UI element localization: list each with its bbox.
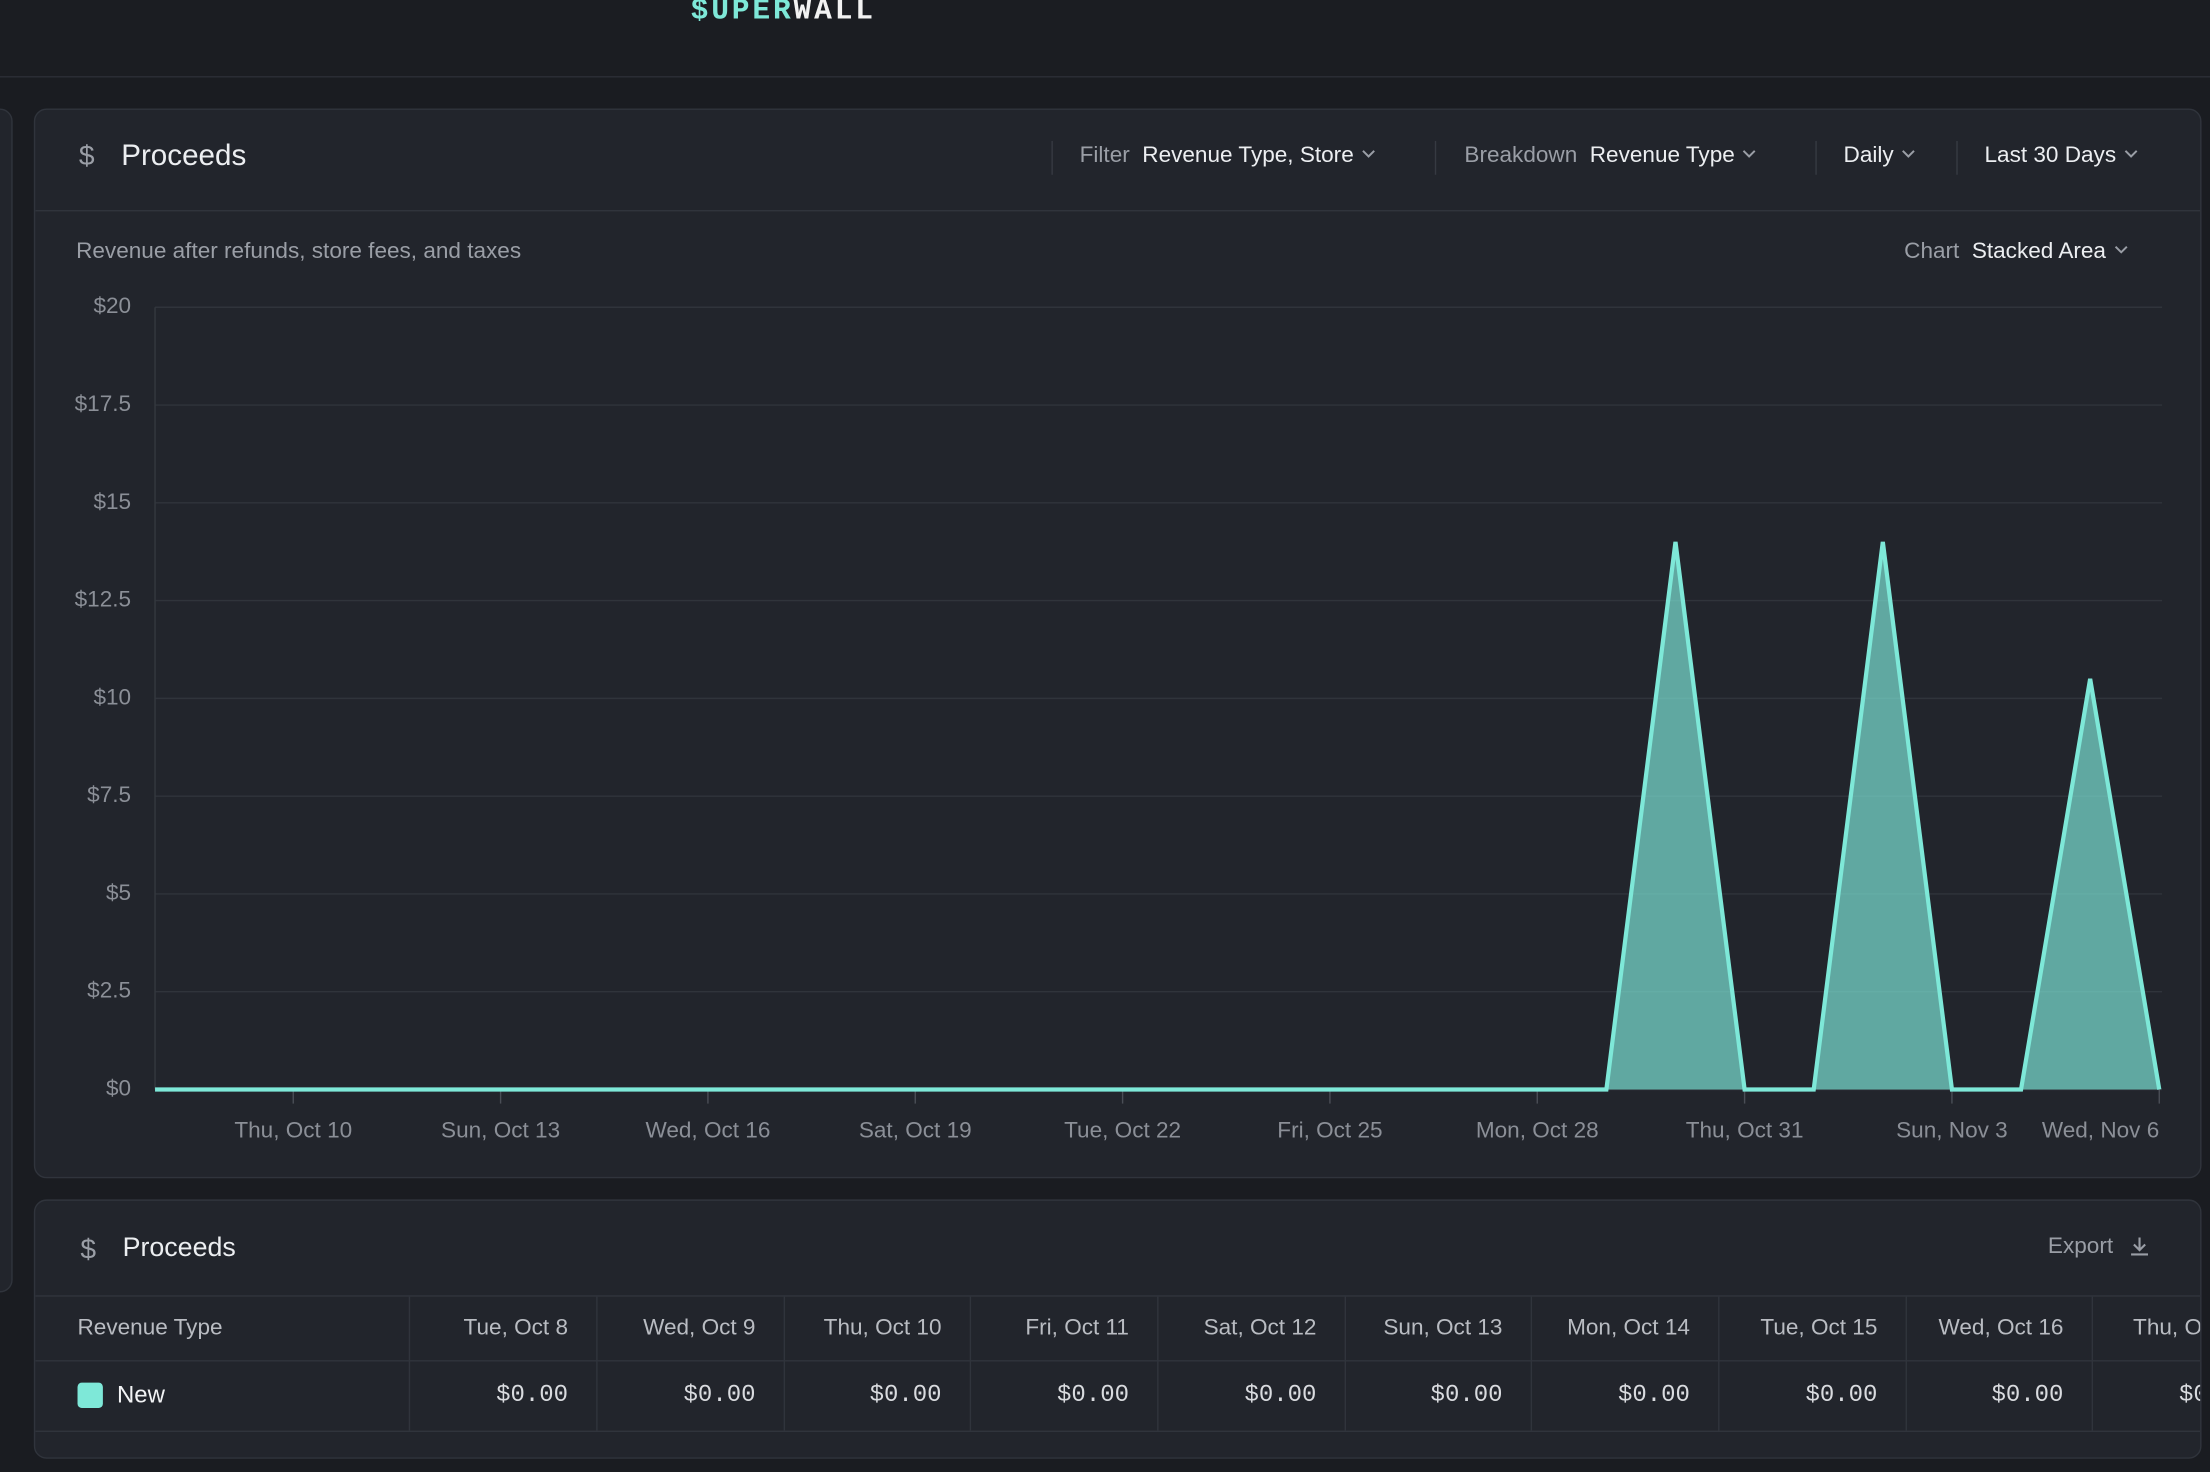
- x-tick-label: Wed, Oct 16: [645, 1117, 770, 1142]
- card-title: Proceeds: [121, 139, 247, 172]
- range-value: Last 30 Days: [1984, 143, 2117, 168]
- column-header: Thu, Oct 17: [2093, 1297, 2200, 1362]
- column-header: Sun, Oct 13: [1346, 1296, 1533, 1362]
- x-tick-label: Thu, Oct 10: [234, 1117, 352, 1142]
- x-tick-label: Mon, Oct 28: [1476, 1117, 1599, 1142]
- chart-label: Chart: [1904, 239, 1960, 264]
- breakdown-value: Revenue Type: [1589, 143, 1735, 168]
- chart-value: Stacked Area: [1971, 239, 2106, 264]
- export-label: Export: [2047, 1234, 2114, 1259]
- table-cell: $0.00: [1159, 1361, 1347, 1431]
- area: [155, 541, 2160, 1090]
- row-divider: [35, 1430, 2201, 1432]
- filter-value: Revenue Type, Store: [1142, 143, 1354, 168]
- table-cell: $0.00: [2093, 1362, 2200, 1431]
- y-tick-label: $12.5: [75, 587, 131, 612]
- breakdown-label: Breakdown: [1464, 143, 1578, 168]
- chevron: [1902, 150, 1915, 158]
- table-icon: $: [80, 1234, 97, 1266]
- column-header: Tue, Oct 15: [1720, 1296, 1907, 1362]
- breakdown-control[interactable]: Breakdown Revenue Type: [1464, 144, 1758, 169]
- separator: [1051, 140, 1053, 175]
- chevron: [2114, 245, 2128, 254]
- y-tick-label: $2.5: [87, 978, 131, 1003]
- x-tick-label: Sun, Oct 13: [441, 1117, 560, 1142]
- interval-value: Daily: [1843, 143, 1894, 168]
- column-header: Thu, Oct 10: [785, 1296, 972, 1362]
- logo-accent: $UPER: [690, 0, 794, 29]
- separator: [1956, 140, 1958, 175]
- y-tick-label: $15: [93, 489, 131, 514]
- y-tick-label: $10: [93, 684, 131, 709]
- logo[interactable]: $UPERWALL: [691, 0, 876, 28]
- table-cell: $0.00: [598, 1361, 786, 1431]
- x-tick-label: Sat, Oct 19: [859, 1117, 972, 1142]
- chevron: [2124, 150, 2138, 158]
- chevron: [1362, 150, 1375, 158]
- y-tick-label: $0: [106, 1075, 131, 1100]
- download-icon: [2130, 1237, 2148, 1256]
- range-control[interactable]: Last 30 Days: [1984, 144, 2139, 169]
- row-label: New: [35, 1361, 411, 1431]
- filter-control[interactable]: Filter Revenue Type, Store: [1080, 144, 1377, 169]
- line: [155, 541, 2162, 1092]
- column-header: Tue, Oct 8: [410, 1296, 598, 1362]
- table-cell: $0.00: [785, 1361, 972, 1431]
- column-header: Fri, Oct 11: [971, 1296, 1159, 1362]
- y-tick-label: $7.5: [87, 782, 131, 807]
- table-title: Proceeds: [122, 1233, 236, 1263]
- chart-type-control[interactable]: Chart Stacked Area: [1904, 240, 2129, 265]
- table-cell: $0.00: [1720, 1361, 1907, 1431]
- column-header: Wed, Oct 9: [598, 1296, 786, 1362]
- interval-control[interactable]: Daily: [1844, 144, 1917, 169]
- top-bar: [0, 0, 2210, 78]
- separator: [1434, 140, 1437, 175]
- y-tick-label: $5: [106, 880, 131, 905]
- table-cell: $0.00: [1907, 1361, 2094, 1431]
- x-tick-label: Sun, Nov 3: [1896, 1117, 2008, 1142]
- y-tick-label: $17.5: [75, 391, 131, 416]
- table-cell: $0.00: [1346, 1361, 1533, 1431]
- column-header: Mon, Oct 14: [1532, 1296, 1720, 1362]
- divider: [35, 1295, 2201, 1297]
- logo-rest: WALL: [793, 0, 876, 29]
- x-tick-label: Thu, Oct 31: [1686, 1117, 1804, 1142]
- x-tick-label: Fri, Oct 25: [1277, 1117, 1382, 1142]
- divider: [35, 210, 2201, 212]
- filter-label: Filter: [1079, 143, 1130, 168]
- card-description: Revenue after refunds, store fees, and t…: [76, 239, 522, 264]
- table-card: $ Proceeds Export Revenue Type Tue, Oct 8…: [33, 1199, 2202, 1459]
- card-icon: $: [78, 140, 95, 172]
- separator: [1815, 140, 1817, 175]
- x-tick-label: Tue, Oct 22: [1064, 1117, 1181, 1142]
- chevron: [1743, 150, 1756, 158]
- x-tick-label: Wed, Nov 6: [2042, 1117, 2159, 1142]
- table-cell: $0.00: [410, 1361, 598, 1431]
- column-header: Wed, Oct 16: [1907, 1296, 2094, 1362]
- table-cell: $0.00: [1532, 1361, 1720, 1431]
- export-button[interactable]: Export: [2048, 1235, 2150, 1260]
- series-name: New: [116, 1381, 165, 1409]
- legend-swatch: [77, 1382, 103, 1409]
- y-tick-label: $20: [93, 293, 131, 318]
- table-cell: $0.00: [971, 1361, 1159, 1431]
- row-divider: [35, 1360, 2201, 1362]
- table: Revenue Type Tue, Oct 8 Wed, Oct 9 Thu, Oct…: [35, 1296, 2201, 1458]
- column-header: Revenue Type: [35, 1296, 411, 1362]
- column-header: Sat, Oct 12: [1159, 1296, 1347, 1362]
